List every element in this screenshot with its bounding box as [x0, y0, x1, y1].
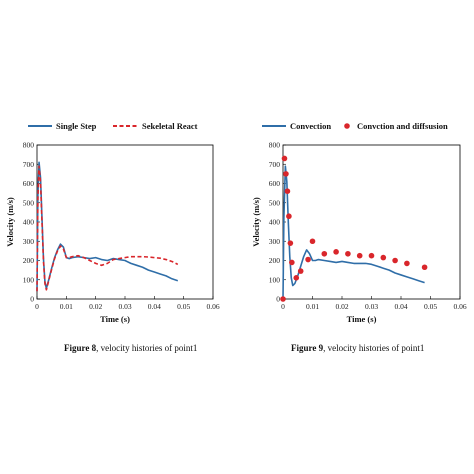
data-point-convction-and-diffsusion — [309, 238, 316, 245]
series-line-sekeletal-react — [36, 165, 179, 292]
y-axis-title: Velocity (m/s) — [251, 197, 261, 247]
y-tick-label: 800 — [23, 141, 35, 150]
data-point-convction-and-diffsusion — [281, 155, 288, 162]
data-point-convction-and-diffsusion — [287, 240, 294, 246]
data-point-convction-and-diffsusion — [284, 188, 291, 194]
plot-frame — [36, 144, 214, 300]
legend-label-single-step: Single Step — [56, 121, 97, 131]
x-tick-label: 0 — [281, 302, 285, 311]
y-tick-label: 200 — [23, 256, 35, 265]
series-line-single-step — [36, 161, 179, 292]
y-tick-label: 300 — [23, 237, 35, 246]
x-tick-label: 0 — [35, 302, 39, 311]
caption-figure-9: Figure 9, velocity histories of point1 — [291, 343, 424, 353]
caption-figure-9-label: Figure 9 — [291, 343, 324, 353]
x-tick-label: 0.05 — [177, 302, 190, 311]
y-tick-label: 200 — [269, 256, 281, 265]
y-tick-label: 0 — [30, 295, 34, 304]
y-tick-label: 100 — [269, 275, 281, 284]
legend-label-sekeletal-react: Sekeletal React — [142, 121, 198, 131]
y-tick-label: 800 — [269, 141, 281, 150]
data-point-convction-and-diffsusion — [297, 268, 304, 274]
data-point-convction-and-diffsusion — [392, 257, 398, 264]
x-tick-label: 0.04 — [394, 302, 407, 311]
legend-swatch-convction-and-diffsusion — [344, 123, 350, 129]
y-tick-label: 700 — [23, 160, 35, 169]
x-tick-label: 0.05 — [424, 302, 437, 311]
legend-label-convction-and-diffsusion: Convction and diffsusion — [357, 121, 448, 131]
y-tick-label: 0 — [276, 295, 280, 304]
x-tick-label: 0.03 — [365, 302, 378, 311]
data-point-convction-and-diffsusion — [333, 249, 339, 255]
data-point-convction-and-diffsusion — [305, 256, 311, 263]
data-point-convction-and-diffsusion — [280, 296, 286, 302]
y-tick-label: 400 — [269, 218, 281, 227]
x-tick-label: 0.01 — [60, 302, 73, 311]
x-tick-label: 0.02 — [335, 302, 348, 311]
chart-figure-9: 0 100 200 300 400 500 600 700 800 0 0.01 0.02 0.03 0.… — [251, 121, 467, 324]
chart-figure-8: 0 100 200 300 400 500 600 700 800 0 0.01 0.02 0.03 0.… — [5, 121, 220, 324]
x-tick-label: 0.01 — [306, 302, 319, 311]
data-point-convction-and-diffsusion — [404, 260, 410, 267]
y-tick-label: 300 — [269, 237, 281, 246]
x-tick-label: 0.04 — [148, 302, 161, 311]
x-tick-label: 0.06 — [206, 302, 219, 311]
y-axis-title: Velocity (m/s) — [5, 197, 15, 247]
caption-figure-9-text: , velocity histories of point1 — [323, 343, 425, 353]
data-point-convction-and-diffsusion — [345, 250, 351, 257]
series-line-convection — [282, 165, 425, 300]
data-point-convction-and-diffsusion — [289, 259, 295, 266]
x-tick-label: 0.06 — [453, 302, 466, 311]
data-point-convction-and-diffsusion — [293, 275, 300, 281]
plot-frame — [282, 144, 461, 300]
x-axis-title: Time (s) — [347, 314, 377, 324]
data-point-convction-and-diffsusion — [380, 254, 387, 261]
data-point-convction-and-diffsusion — [421, 264, 428, 271]
y-tick-label: 600 — [269, 179, 281, 188]
y-tick-label: 500 — [23, 198, 35, 207]
y-tick-label: 700 — [269, 160, 281, 169]
data-point-convction-and-diffsusion — [356, 252, 363, 259]
x-tick-label: 0.02 — [89, 302, 102, 311]
caption-figure-8-text: , velocity histories of point1 — [96, 343, 198, 353]
caption-figure-8: Figure 8, velocity histories of point1 — [64, 343, 197, 353]
y-tick-label: 400 — [23, 218, 35, 227]
data-point-convction-and-diffsusion — [368, 252, 375, 259]
y-tick-label: 600 — [23, 179, 35, 188]
data-point-convction-and-diffsusion — [283, 171, 289, 177]
x-axis-title: Time (s) — [100, 314, 130, 324]
y-tick-label: 500 — [269, 198, 281, 207]
y-tick-label: 100 — [23, 275, 35, 284]
x-tick-label: 0.03 — [118, 302, 131, 311]
legend-label-convection: Convection — [290, 121, 331, 131]
data-point-convction-and-diffsusion — [321, 250, 328, 257]
caption-figure-8-label: Figure 8 — [64, 343, 97, 353]
data-point-convction-and-diffsusion — [286, 213, 292, 220]
